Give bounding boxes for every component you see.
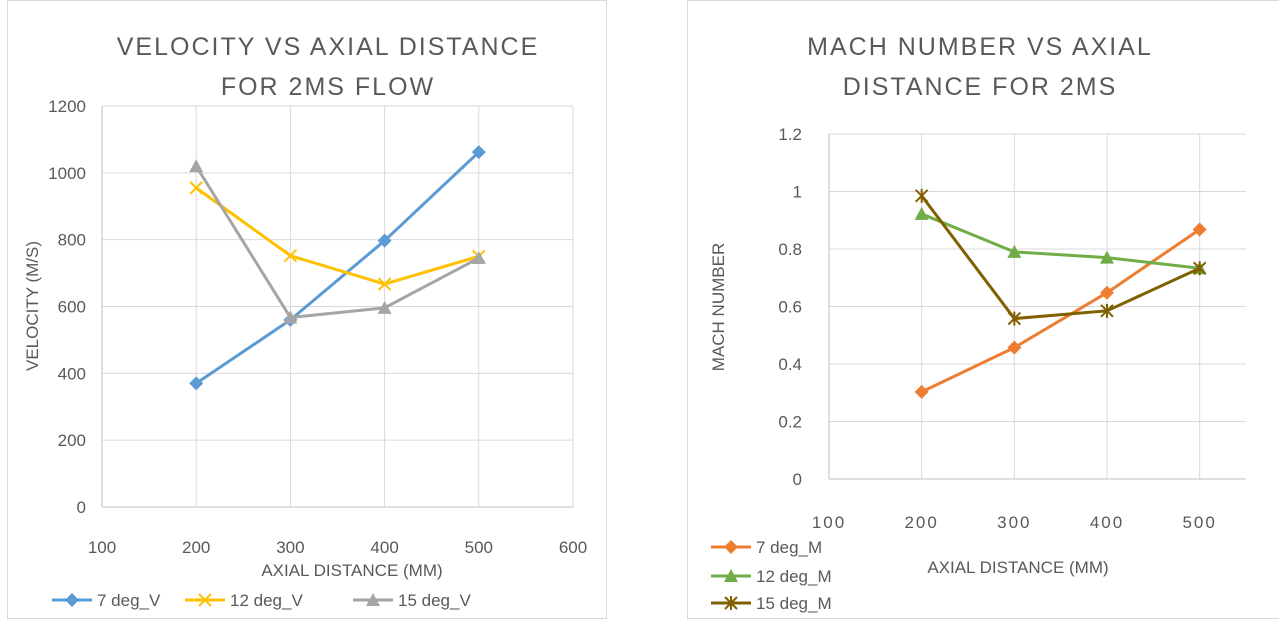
x-tick-label: 600 <box>559 538 587 557</box>
data-point <box>283 248 298 263</box>
data-point <box>377 277 392 291</box>
data-point <box>189 181 203 195</box>
legend-marker <box>724 569 738 582</box>
series-line-1 <box>921 212 1200 270</box>
chart-title-line: FOR 2MS FLOW <box>221 73 435 101</box>
data-point <box>1007 311 1022 326</box>
data-point <box>189 159 204 173</box>
legend-label: 12 deg_M <box>756 567 832 586</box>
chart-title-line: MACH NUMBER VS AXIAL <box>807 33 1153 61</box>
data-point <box>471 251 486 265</box>
x-axis-label: AXIAL DISTANCE (MM) <box>261 561 442 580</box>
data-point <box>1100 285 1114 300</box>
data-point <box>377 300 392 314</box>
y-tick-label: 600 <box>58 298 86 317</box>
mach-chart: MACH NUMBER VS AXIAL DISTANCE FOR 2MS 0 0.2… <box>687 0 1279 619</box>
legend-label: 15 deg_V <box>398 591 471 610</box>
legend-label: 15 deg_M <box>756 594 832 613</box>
y-tick-label: 0.8 <box>778 240 802 259</box>
legend-label: 7 deg_M <box>756 538 822 557</box>
x-tick-label: 300 <box>276 538 304 557</box>
data-point <box>914 188 929 203</box>
data-point <box>377 233 392 248</box>
data-point <box>471 145 486 160</box>
y-tick-label: 1000 <box>48 164 86 183</box>
data-point <box>1100 250 1114 264</box>
y-tick-label: 0.4 <box>778 355 802 374</box>
chart-title-line: DISTANCE FOR 2MS <box>843 73 1118 101</box>
data-point <box>1007 340 1022 355</box>
legend-marker <box>65 593 79 607</box>
y-tick-label: 400 <box>58 364 86 383</box>
y-tick-label: 800 <box>58 231 86 250</box>
data-point <box>283 310 298 324</box>
legend-label: 7 deg_V <box>97 591 161 610</box>
y-axis-label: MACH NUMBER <box>709 243 728 371</box>
series-line-2 <box>194 165 480 320</box>
legend-label: 12 deg_V <box>230 591 303 610</box>
legend-marker <box>724 596 738 610</box>
y-tick-label: 1.2 <box>778 125 802 144</box>
x-tick-label: 100 <box>88 538 116 557</box>
legend-marker <box>198 593 212 607</box>
y-tick-label: 1200 <box>48 97 86 116</box>
data-point <box>189 376 204 391</box>
y-tick-label: 0.6 <box>778 298 802 317</box>
legend-marker <box>366 593 380 606</box>
data-point <box>914 384 929 399</box>
data-point <box>1100 303 1114 318</box>
x-tick-label: 200 <box>182 538 210 557</box>
x-tick-label: 300 <box>997 513 1031 532</box>
x-tick-label: 100 <box>812 513 846 532</box>
x-tick-label: 400 <box>1090 513 1124 532</box>
y-axis-label: VELOCITY (M/S) <box>23 241 42 371</box>
series-line-1 <box>195 186 480 286</box>
x-tick-label: 500 <box>1182 513 1216 532</box>
velocity-chart: VELOCITY VS AXIAL DISTANCE FOR 2MS FLOW 0 2… <box>7 0 607 619</box>
data-point <box>1007 244 1022 258</box>
x-tick-label: 400 <box>370 538 398 557</box>
y-tick-label: 1 <box>793 183 802 202</box>
data-point <box>914 206 929 220</box>
y-tick-label: 0 <box>793 470 802 489</box>
series-line-0 <box>195 151 480 385</box>
legend-marker <box>724 540 738 554</box>
data-point <box>1192 261 1207 276</box>
series-line-0 <box>921 228 1201 394</box>
x-axis-label: AXIAL DISTANCE (MM) <box>927 558 1108 577</box>
series-line-2 <box>920 194 1201 321</box>
mach-chart-svg: MACH NUMBER VS AXIAL DISTANCE FOR 2MS 0 0.2… <box>709 33 1246 613</box>
x-tick-label: 200 <box>904 513 938 532</box>
y-tick-label: 200 <box>58 431 86 450</box>
y-tick-label: 0 <box>77 498 86 517</box>
x-tick-label: 500 <box>465 538 493 557</box>
velocity-chart-svg: VELOCITY VS AXIAL DISTANCE FOR 2MS FLOW 0 2… <box>23 33 587 610</box>
chart-title-line: VELOCITY VS AXIAL DISTANCE <box>117 33 540 61</box>
y-tick-label: 0.2 <box>778 413 802 432</box>
